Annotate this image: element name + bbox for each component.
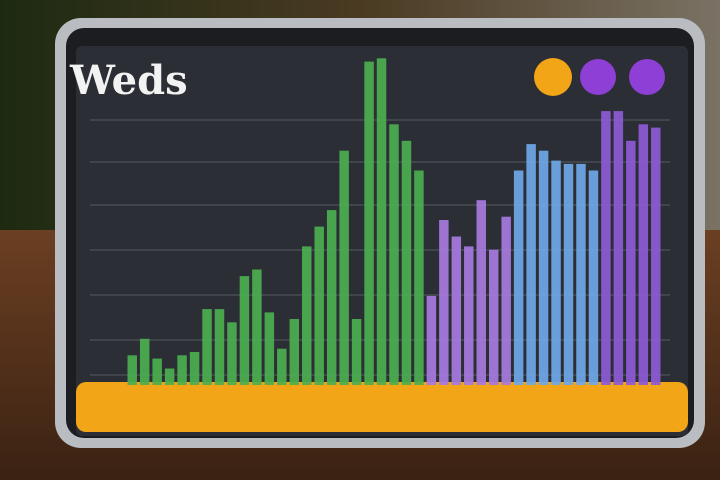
bar xyxy=(164,368,175,385)
bar xyxy=(326,210,337,385)
bar xyxy=(601,111,611,385)
bar xyxy=(488,249,499,385)
bar xyxy=(364,61,374,385)
bar xyxy=(314,226,324,385)
bar xyxy=(127,355,137,385)
bar xyxy=(277,348,287,385)
bar xyxy=(638,124,649,386)
bar xyxy=(613,111,624,385)
bar xyxy=(302,246,312,385)
bars xyxy=(127,58,661,386)
bar xyxy=(389,124,399,386)
chart-title: Weds xyxy=(69,57,188,104)
menu-button[interactable] xyxy=(629,59,665,95)
bar xyxy=(451,236,462,385)
bar xyxy=(152,358,162,385)
bar xyxy=(563,163,574,385)
bar xyxy=(426,295,437,385)
bar xyxy=(464,246,474,385)
bar xyxy=(538,150,549,385)
bar xyxy=(401,140,412,385)
bar xyxy=(651,127,661,385)
bar xyxy=(289,319,300,385)
bar xyxy=(239,276,250,385)
bar xyxy=(139,338,150,385)
bottom-bar xyxy=(76,382,688,432)
bar xyxy=(339,150,349,385)
bar xyxy=(439,220,449,385)
bar xyxy=(626,140,636,385)
bar xyxy=(576,163,586,385)
bar xyxy=(252,269,262,385)
bar xyxy=(551,160,561,385)
bar xyxy=(189,352,200,385)
menu-button[interactable] xyxy=(580,59,616,95)
menu-button[interactable] xyxy=(534,58,572,96)
bar xyxy=(351,319,362,385)
bar xyxy=(264,312,275,385)
bar xyxy=(376,58,387,386)
bar xyxy=(526,144,536,385)
bar xyxy=(588,170,599,385)
bar xyxy=(214,309,225,385)
bar xyxy=(513,170,524,385)
bar xyxy=(227,322,237,385)
bar xyxy=(202,309,212,385)
bar xyxy=(414,170,424,385)
bar xyxy=(501,216,511,385)
bar xyxy=(177,355,187,385)
bar xyxy=(476,200,486,385)
